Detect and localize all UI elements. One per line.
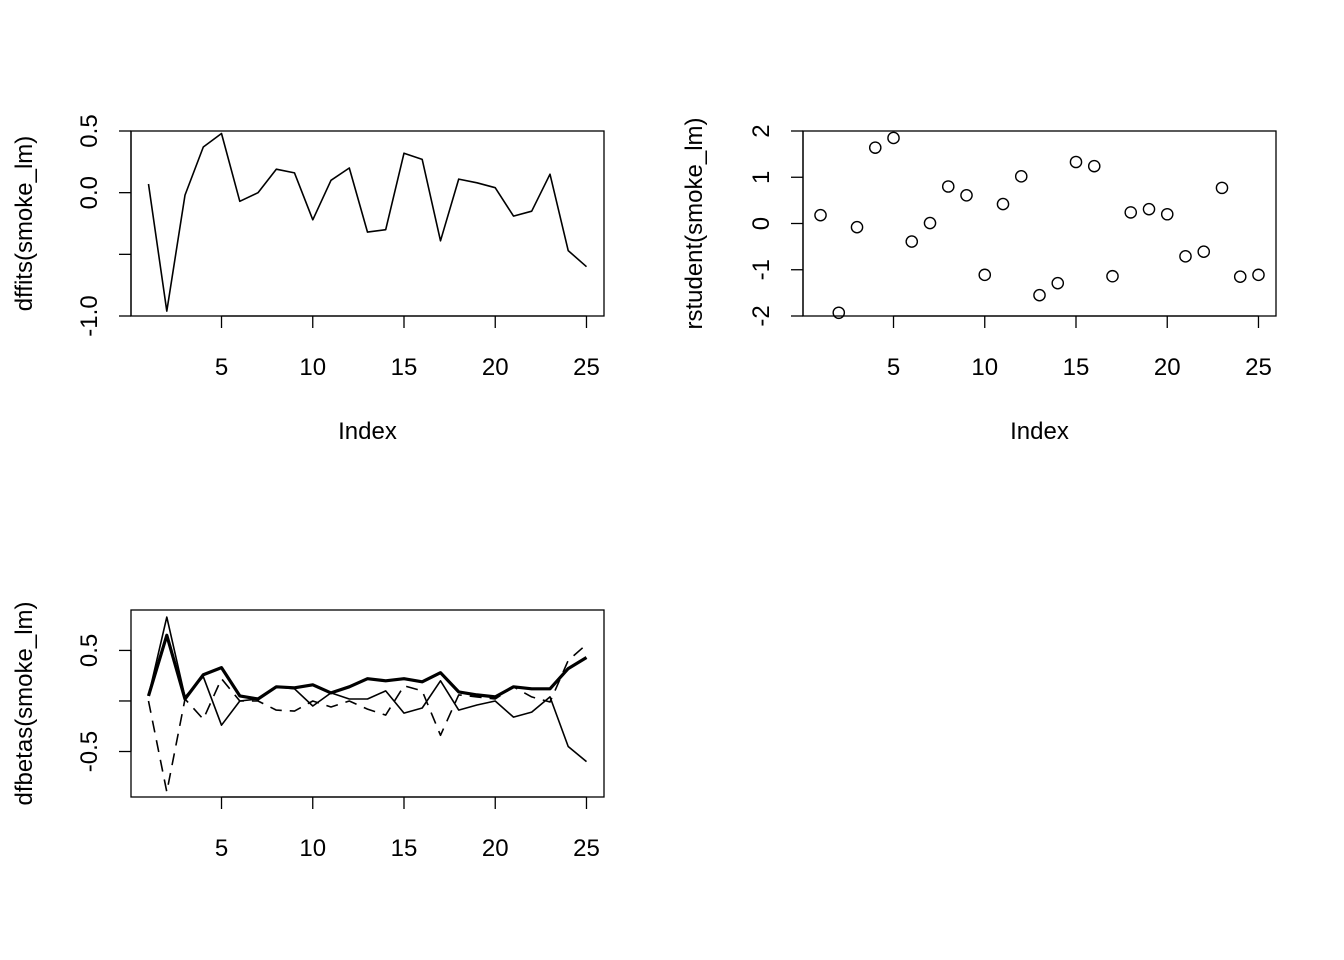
- data-point: [1069, 155, 1083, 169]
- y-axis-label: rstudent(smoke_lm): [681, 117, 708, 329]
- data-point: [1179, 250, 1192, 263]
- x-tick-label: 10: [971, 354, 998, 381]
- x-tick-label: 10: [299, 835, 326, 862]
- panel-2: 5 10 15 20 25 -2 -1 0 1 2 Index rstudent(smoke_lm): [681, 117, 1277, 445]
- plot-frame: [130, 609, 605, 798]
- data-point: [1142, 202, 1156, 216]
- y-axis-label: dffits(smoke_lm): [11, 136, 38, 312]
- data-point: [1215, 181, 1229, 195]
- y-tick-label: -0.5: [76, 731, 103, 772]
- data-point: [887, 131, 900, 145]
- data-point: [1197, 245, 1211, 259]
- y-tick-label: 0.5: [76, 114, 103, 147]
- y-axis-label: dfbetas(smoke_lm): [11, 601, 38, 805]
- data-point: [1033, 288, 1046, 302]
- data-point: [1106, 269, 1119, 283]
- x-tick-label: 10: [299, 354, 326, 381]
- y-tick-label: 1: [748, 171, 775, 184]
- data-point: [1014, 170, 1028, 183]
- data-point: [814, 208, 827, 222]
- x-axis-label: Index: [1010, 418, 1069, 445]
- data-point: [960, 188, 973, 202]
- data-point: [1051, 276, 1065, 290]
- series-line-1: [147, 616, 588, 763]
- data-point: [905, 235, 919, 248]
- data-point: [1124, 206, 1138, 219]
- x-tick-label: 20: [1154, 354, 1181, 381]
- x-tick-label: 15: [391, 835, 418, 862]
- x-tick-label: 20: [482, 835, 509, 862]
- y-tick-label: 0.0: [76, 176, 103, 209]
- x-tick-label: 5: [215, 354, 228, 381]
- data-point: [1087, 159, 1101, 173]
- series-line-2: [147, 643, 588, 793]
- y-tick-label: -1.0: [76, 295, 103, 336]
- data-point: [850, 220, 864, 234]
- y-tick-label: 0.5: [76, 634, 103, 667]
- data-point: [923, 216, 937, 230]
- data-point: [1160, 207, 1174, 221]
- x-tick-label: 25: [573, 835, 600, 862]
- y-tick-label: -1: [748, 259, 775, 280]
- plot-frame: [130, 130, 605, 317]
- data-point: [1252, 268, 1265, 282]
- data-point: [996, 197, 1010, 211]
- data-point: [832, 306, 846, 320]
- plot-frame: [802, 130, 1277, 317]
- x-tick-label: 25: [1245, 354, 1272, 381]
- data-point: [868, 141, 882, 154]
- x-tick-label: 5: [887, 354, 900, 381]
- data-point: [978, 268, 992, 282]
- panel-3: 5 10 15 20 25 -0.5 0.5 dfbetas(smoke_lm): [11, 601, 605, 862]
- x-tick-label: 15: [1063, 354, 1090, 381]
- y-tick-label: 2: [748, 124, 775, 137]
- data-point: [941, 180, 955, 193]
- x-tick-label: 5: [215, 835, 228, 862]
- y-tick-label: 0: [748, 217, 775, 230]
- x-tick-label: 15: [391, 354, 418, 381]
- panel-1: 5 10 15 20 25 -1.0 0.0 0.5 Index dffits(smoke_lm): [11, 114, 605, 445]
- x-axis-label: Index: [338, 418, 397, 445]
- series-line-3: [146, 633, 588, 701]
- data-point: [1233, 270, 1247, 283]
- x-tick-label: 25: [573, 354, 600, 381]
- x-tick-label: 20: [482, 354, 509, 381]
- series-line-1: [147, 132, 588, 312]
- y-tick-label: -2: [748, 305, 775, 326]
